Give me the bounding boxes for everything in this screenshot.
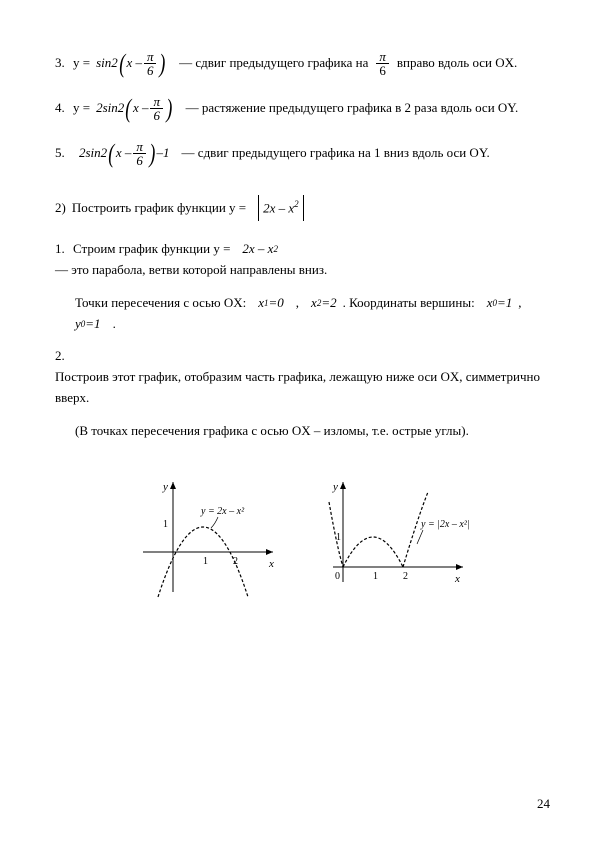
page-number: 24 [537,796,550,812]
g1-ylabel: y [162,481,168,493]
svg-text:1: 1 [373,571,378,582]
step-2: 2. Построив этот график, отобразим часть… [55,346,550,408]
svg-text:1: 1 [203,556,208,567]
formula-5: 2sin2 ( x – π 6 ) –1 [79,140,170,167]
item-5: 5. 2sin2 ( x – π 6 ) –1 — сдвиг предыдущ… [55,140,550,167]
s1-t2: — это парабола, ветви которой направлены… [55,260,327,281]
g1-xlabel: x [268,558,274,570]
svg-text:2: 2 [233,556,238,567]
item-3: 3. y = sin2 ( x – π 6 ) — сдвиг предыдущ… [55,50,550,77]
frac-pi6: π 6 [144,50,157,77]
num-3: 3. [55,53,73,74]
graph-1: y x 1 1 2 y = 2x – x² [133,472,283,602]
num-s1: 1. [55,239,73,260]
task2-text: Построить график функции y = [72,198,246,219]
step-1: 1. Строим график функции y = 2x – x2 — э… [55,239,550,281]
graph-2: y x 0 1 2 1 y = |2x – x²| [323,472,473,602]
abs-expr: 2x – x2 [258,195,304,221]
task-2: 2) Построить график функции y = 2x – x2 [55,195,550,221]
num-5: 5. [55,143,73,164]
num-task2: 2) [55,198,66,219]
item-4: 4. y = 2sin2 ( x – π 6 ) — растяжение пр… [55,95,550,122]
s2-t1: Построив этот график, отобразим часть гр… [55,367,550,409]
svg-text:0: 0 [335,571,340,582]
frac-pi6-b: π 6 [376,50,389,77]
step-2b: (В точках пересечения графика с осью OX … [75,421,550,442]
g2-ylabel: y [332,481,338,493]
g2-xlabel: x [454,573,460,585]
graphs-row: y x 1 1 2 y = 2x – x² y x 0 1 2 1 y = |2… [55,472,550,602]
s1-t4: . Координаты вершины: [343,293,475,314]
svg-text:1: 1 [163,519,168,530]
g1-eq: y = 2x – x² [200,506,245,517]
s2-t2: (В точках пересечения графика с осью OX … [75,421,469,442]
formula-3: sin2 ( x – π 6 ) [96,50,167,77]
y-eq: y = [73,53,90,74]
g2-eq: y = |2x – x²| [420,519,470,530]
num-4: 4. [55,98,73,119]
svg-text:2: 2 [403,571,408,582]
y-eq-4: y = [73,98,90,119]
s1-t3: Точки пересечения с осью OX: [75,293,246,314]
step-1b: Точки пересечения с осью OX: x1=0 , x2=2… [75,293,550,335]
s1-expr: 2x – x2 [242,239,278,260]
desc-3a: — сдвиг предыдущего графика на [179,53,368,74]
s1-t1: Строим график функции y = [73,239,230,260]
num-s2: 2. [55,346,73,367]
desc-4: — растяжение предыдущего графика в 2 раз… [186,98,519,119]
formula-4: 2sin2 ( x – π 6 ) [96,95,174,122]
desc-5: — сдвиг предыдущего графика на 1 вниз вд… [182,143,490,164]
desc-3b: вправо вдоль оси OX. [397,53,517,74]
